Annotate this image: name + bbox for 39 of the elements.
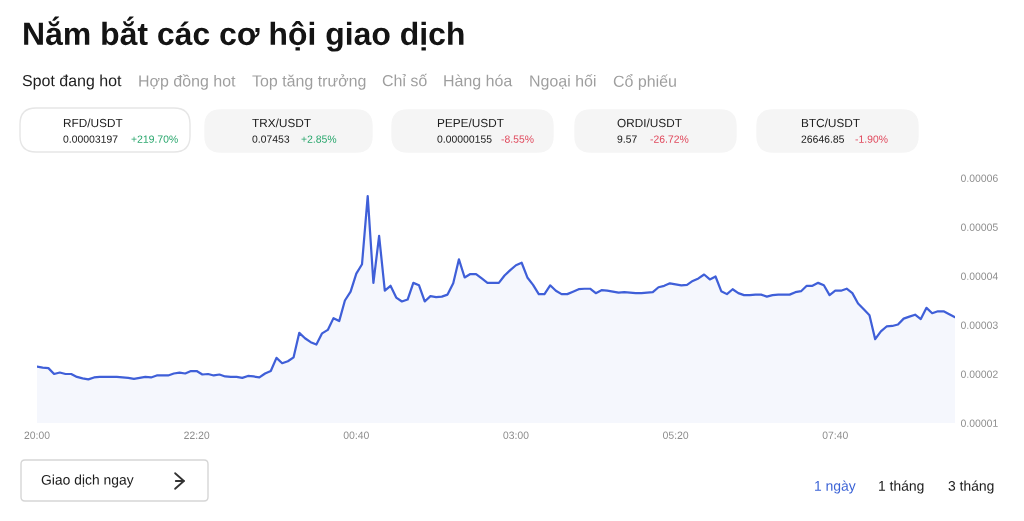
x-tick-label: 20:00: [24, 431, 50, 439]
text: Spot đang hot: [22, 74, 122, 90]
text: Cổ phiếu: [613, 73, 676, 91]
text: TRX/USDT: [252, 118, 311, 128]
text: RFD/USDT: [63, 118, 123, 128]
y-tick-label: 0.00005: [960, 223, 998, 231]
text: 9.57: [617, 135, 637, 143]
y-tick-label: 0.00006: [960, 174, 998, 182]
x-tick-label: 00:40: [343, 431, 369, 439]
text: 0.07453: [252, 135, 290, 143]
text: -1.90%: [855, 135, 888, 143]
text: -8.55%: [501, 135, 534, 143]
text: 0.00003197: [63, 135, 118, 143]
chart-title: Nắm bắt các cơ hội giao dịch: [24, 16, 464, 52]
text: 26646.85: [801, 135, 845, 143]
text: ORDI/USDT: [617, 118, 682, 128]
text: Chỉ số: [382, 73, 427, 87]
text: 3 tháng: [948, 480, 994, 494]
text: BTC/USDT: [801, 118, 860, 128]
x-tick-label: 03:00: [503, 431, 529, 439]
x-tick-label: 07:40: [822, 431, 848, 439]
text: 1 tháng: [879, 480, 924, 494]
y-tick-label: 0.00004: [960, 272, 998, 280]
text: Giao dịch ngay: [41, 474, 134, 488]
x-tick-label: 22:20: [184, 431, 210, 439]
text: Hàng hóa: [444, 74, 513, 90]
text: +2.85%: [301, 135, 337, 143]
text: +219.70%: [131, 135, 178, 143]
text: -26.72%: [650, 135, 689, 143]
text: PEPE/USDT: [437, 118, 504, 128]
x-tick-label: 05:20: [662, 431, 689, 439]
y-tick-label: 0.00002: [960, 370, 998, 378]
y-tick-label: 0.00003: [960, 321, 998, 329]
text: Ngoại hối: [530, 74, 596, 90]
text: 1 ngày: [815, 480, 856, 494]
text: 0.00000155: [437, 135, 492, 143]
text: Top tăng trưởng: [252, 74, 366, 90]
text: Hợp đồng hot: [139, 74, 236, 90]
y-tick-label: 0.00001: [960, 419, 998, 427]
